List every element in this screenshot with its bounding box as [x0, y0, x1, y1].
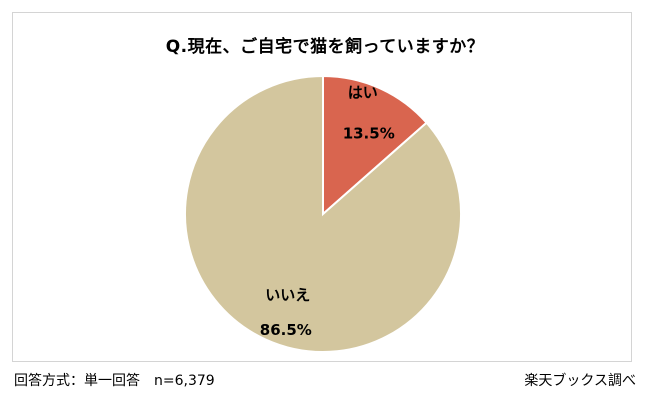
response-method-note: 回答方式：単一回答 n=6,379	[14, 373, 215, 389]
pie-slice-no	[184, 74, 462, 353]
chart-title: Q.現在、ご自宅で猫を飼っていますか？	[165, 37, 485, 57]
slice-label-no: いいえ	[265, 286, 310, 304]
slice-value-no: 86.5%	[260, 321, 312, 339]
pie-slice-yes	[322, 74, 428, 217]
slice-value-yes: 13.5%	[343, 125, 395, 143]
slice-label-yes: はい	[348, 84, 378, 102]
source-note: 楽天ブックス調べ	[524, 373, 636, 389]
